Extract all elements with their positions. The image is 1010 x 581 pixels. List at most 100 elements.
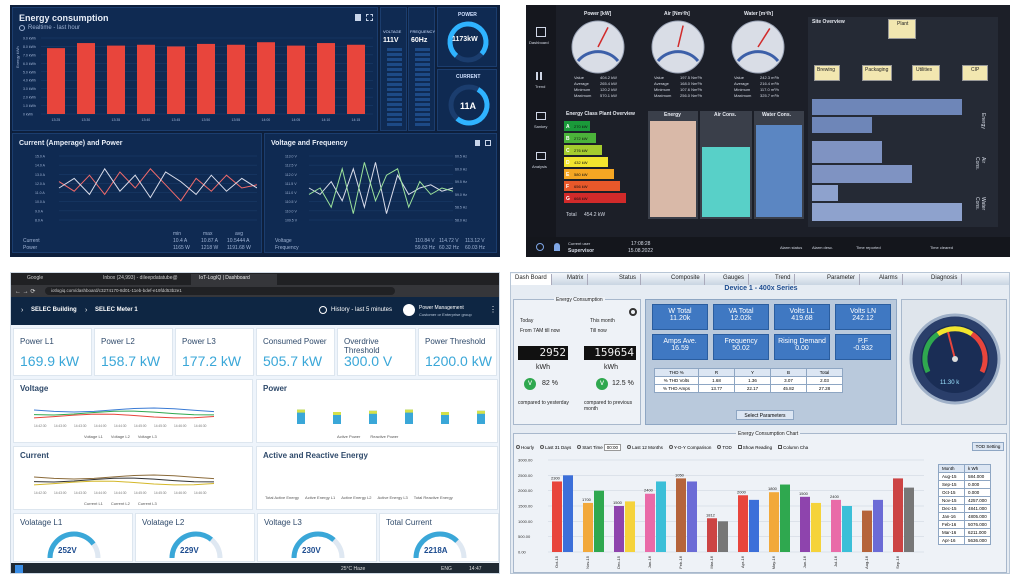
plant-node[interactable]: Plant [888, 19, 916, 39]
tab-item[interactable]: Parameter [823, 274, 861, 285]
x-tick-label: 14:46:30 [194, 491, 207, 495]
gauge-arc [576, 50, 620, 63]
tab-iot-logiq[interactable]: IoT-LogIQ | Dashboard [191, 274, 277, 285]
sankey-icon[interactable] [536, 112, 546, 120]
legend-item[interactable]: Active Energy L2 [341, 495, 372, 500]
nav-arrows-icon[interactable]: ← → ⟳ [15, 289, 36, 295]
nav-sankey[interactable]: Sankey [534, 124, 548, 129]
sankey-bar [812, 203, 962, 221]
chart-option[interactable]: Column Cha [778, 445, 808, 450]
radio-icon[interactable] [627, 445, 632, 449]
y-tick-label: 3.0 kWh [23, 87, 36, 91]
table-row[interactable]: Mar-16 6211.000 [938, 528, 991, 537]
metric-tile[interactable]: Rising Demand 0.00 [774, 334, 830, 360]
metric-tile[interactable]: Frequency 50.02 [713, 334, 769, 360]
trend-icon[interactable] [536, 72, 546, 80]
tab-item[interactable]: Status [615, 274, 642, 285]
tod-setting-button[interactable]: TOD Setting [972, 442, 1004, 451]
fullscreen-icon[interactable] [366, 14, 373, 21]
history-selector[interactable]: History - last 5 minutes [331, 307, 393, 313]
nav-trend[interactable]: Trend [535, 84, 546, 89]
metric-tile[interactable]: Volts LL 419.68 [774, 304, 830, 330]
gear-icon[interactable] [536, 243, 544, 251]
tab-item[interactable]: Gauges [719, 274, 750, 285]
legend-item[interactable]: Total Reactive Energy [413, 495, 453, 500]
table-row[interactable]: Aug-15 584.000 [938, 472, 991, 481]
metric-tile[interactable]: Amps Ave. 16.59 [652, 334, 708, 360]
tab-inbox[interactable]: Inbox (24,993) - dileepdatatube@ [99, 275, 189, 285]
legend-item[interactable]: Active Energy L3 [377, 495, 408, 500]
fullscreen-icon[interactable] [485, 140, 491, 146]
chart-option[interactable]: Last 31 Days [540, 445, 571, 450]
windows-start-icon[interactable] [15, 565, 23, 573]
more-icon[interactable]: ⋮ [489, 305, 497, 314]
legend-item[interactable]: Active Energy L1 [305, 495, 336, 500]
chart-option[interactable]: Start Time 00:00 [577, 443, 622, 451]
tab-item[interactable]: Composite [667, 274, 705, 285]
metric-tile[interactable]: P.F -0.932 [835, 334, 891, 360]
radio-icon[interactable] [516, 445, 520, 449]
tab-google[interactable]: Google [17, 275, 93, 285]
gear-icon[interactable] [629, 308, 637, 316]
radio-icon[interactable] [717, 445, 722, 449]
legend-power[interactable]: Power [23, 245, 38, 251]
chart-option[interactable]: Hourly [516, 445, 534, 450]
packaging-node[interactable]: Packaging [862, 65, 892, 81]
chart-option[interactable]: Y-O-Y Comparison [668, 445, 711, 450]
analysis-icon[interactable] [536, 152, 546, 160]
table-row[interactable]: Jan-16 4805.000 [938, 512, 991, 521]
brewing-node[interactable]: Brewing [814, 65, 840, 81]
metric-tile[interactable]: VA Total 12.02k [713, 304, 769, 330]
legend-item[interactable]: Current L2 [110, 501, 130, 506]
legend-item[interactable]: Voltage L1 [84, 434, 103, 439]
start-time-select[interactable]: 00:00 [603, 443, 622, 451]
nav-analysis[interactable]: Analysis [532, 164, 547, 169]
legend-item[interactable]: Reactive Power [370, 434, 399, 439]
metric-tile[interactable]: W Total 11.20k [652, 304, 708, 330]
url-input[interactable]: iotlogiq.com/dashboard/c3274170-8d01-11e… [45, 287, 395, 295]
legend-item[interactable]: Voltage L2 [110, 434, 130, 439]
table-row[interactable]: Sep-15 0.000 [938, 480, 991, 489]
avatar[interactable] [403, 304, 415, 316]
tab-item[interactable]: Diagnosis [927, 274, 963, 285]
table-row[interactable]: Dec-15 4841.000 [938, 504, 991, 513]
radio-icon[interactable] [577, 445, 582, 449]
tab-item[interactable]: Alarms [875, 274, 903, 285]
dashboard-icon[interactable] [536, 27, 546, 37]
user-icon[interactable] [554, 243, 560, 251]
nav-dashboard[interactable]: Dashboard [529, 40, 549, 45]
table-row[interactable]: Apr-16 5636.000 [938, 536, 991, 545]
export-icon[interactable] [475, 140, 480, 146]
legend-frequency[interactable]: Frequency [275, 245, 299, 251]
legend-current[interactable]: Current [23, 238, 40, 244]
tab-item[interactable]: Matrix [563, 274, 589, 285]
tab-item[interactable]: Dash Board [511, 274, 552, 285]
breadcrumb-meter[interactable]: SELEC Meter 1 [95, 307, 138, 313]
utilities-node[interactable]: Utilities [912, 65, 940, 81]
chart-option[interactable]: TOD [717, 445, 732, 450]
tab-item[interactable]: Trend [771, 274, 796, 285]
table-row[interactable]: Nov-15 4257.000 [938, 496, 991, 505]
export-icon[interactable] [355, 14, 361, 21]
breadcrumb-building[interactable]: SELEC Building [31, 307, 77, 313]
month-bar [738, 495, 748, 552]
radio-icon[interactable] [540, 445, 545, 449]
table-row[interactable]: Oct-15 0.000 [938, 488, 991, 497]
legend-item[interactable]: Voltage L3 [137, 434, 157, 439]
radio-icon[interactable] [668, 445, 673, 449]
select-parameters-button[interactable]: Select Parameters [736, 410, 794, 420]
legend-voltage[interactable]: Voltage [275, 238, 292, 244]
cip-node[interactable]: CIP [962, 65, 988, 81]
radio-icon[interactable] [778, 445, 783, 449]
table-row[interactable]: Feb-16 5076.000 [938, 520, 991, 529]
legend-item[interactable]: Active Power [337, 434, 361, 439]
legend-item[interactable]: Current L3 [137, 501, 157, 506]
metric-value: 419.68 [791, 315, 813, 322]
metric-tile[interactable]: Volts LN 242.12 [835, 304, 891, 330]
chart-option[interactable]: Show Reading [737, 445, 772, 450]
legend-item[interactable]: Total Active Energy [265, 495, 300, 500]
radio-icon[interactable] [737, 445, 742, 449]
percent-month: 12.5 % [612, 380, 634, 387]
chart-option[interactable]: Last 12 Months [627, 445, 663, 450]
legend-item[interactable]: Current L1 [84, 501, 103, 506]
